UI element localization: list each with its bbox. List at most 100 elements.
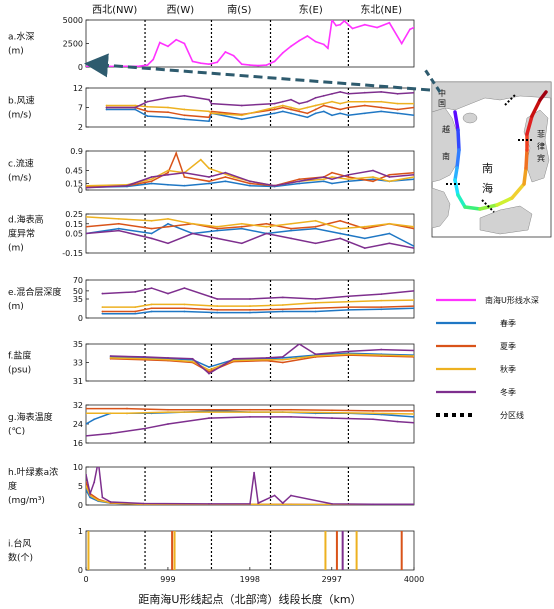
data-point bbox=[146, 115, 149, 117]
data-point bbox=[380, 91, 383, 93]
data-point bbox=[331, 171, 333, 174]
typhoon-bar bbox=[173, 531, 176, 570]
data-point bbox=[388, 232, 391, 235]
legend-label: 夏季 bbox=[500, 341, 516, 351]
data-point bbox=[314, 307, 317, 310]
typhoon-bar bbox=[355, 531, 358, 570]
data-point bbox=[335, 24, 337, 27]
data-point bbox=[339, 227, 342, 230]
series-line bbox=[86, 222, 414, 247]
data-point bbox=[347, 100, 350, 103]
panel-label: (℃) bbox=[8, 427, 25, 437]
series-line bbox=[110, 354, 414, 373]
panel-c: 00.15 0.45 0.9 c.流速 (m/s) bbox=[8, 147, 415, 195]
data-point bbox=[372, 410, 374, 412]
map-land-borneo bbox=[479, 205, 533, 235]
data-point bbox=[265, 64, 268, 67]
data-point bbox=[86, 232, 87, 235]
series-line bbox=[102, 287, 414, 300]
data-point bbox=[150, 237, 153, 240]
data-point bbox=[347, 300, 350, 303]
data-point bbox=[86, 485, 87, 487]
u-shaped-line-segment bbox=[453, 166, 459, 182]
series-line bbox=[86, 178, 414, 189]
data-point bbox=[216, 229, 219, 232]
y-tick-label: 50 bbox=[73, 287, 83, 296]
data-point bbox=[183, 114, 186, 117]
data-point bbox=[306, 116, 309, 119]
series-group bbox=[86, 407, 414, 437]
data-point bbox=[150, 182, 153, 185]
panel-f: 31 33 35 f.盐度 (psu) bbox=[8, 340, 415, 386]
map-land-peninsula bbox=[431, 187, 451, 229]
data-point bbox=[388, 242, 391, 245]
y-tick-label: 2500 bbox=[63, 40, 83, 49]
data-point bbox=[314, 40, 317, 43]
y-tick-label: 5000 bbox=[63, 16, 83, 25]
data-point bbox=[224, 51, 227, 53]
data-point bbox=[109, 356, 112, 359]
series-group bbox=[101, 287, 414, 315]
data-point bbox=[93, 418, 96, 421]
data-point bbox=[339, 108, 342, 111]
data-point bbox=[167, 96, 169, 99]
data-point bbox=[372, 178, 374, 181]
data-point bbox=[150, 303, 153, 306]
data-point bbox=[331, 411, 333, 414]
data-point bbox=[167, 45, 169, 48]
panel-i: 0 1 i.台风数(个) bbox=[8, 527, 415, 575]
data-point bbox=[298, 182, 301, 185]
data-point bbox=[413, 245, 414, 248]
data-point bbox=[146, 100, 149, 103]
data-point bbox=[167, 356, 169, 359]
data-point bbox=[265, 358, 268, 361]
data-point bbox=[208, 417, 210, 419]
data-point bbox=[249, 502, 251, 505]
data-point bbox=[167, 292, 169, 295]
data-point bbox=[142, 356, 145, 358]
data-point bbox=[208, 120, 210, 123]
data-point bbox=[290, 415, 292, 418]
data-point bbox=[331, 106, 333, 109]
data-point bbox=[343, 20, 346, 22]
data-point bbox=[396, 102, 399, 105]
y-tick-label: 0.25 bbox=[65, 210, 83, 219]
data-point bbox=[101, 306, 104, 309]
data-point bbox=[134, 291, 137, 293]
u-shaped-line-segment bbox=[495, 196, 514, 207]
data-point bbox=[126, 184, 128, 187]
data-point bbox=[290, 229, 292, 232]
data-point bbox=[413, 171, 414, 174]
data-point bbox=[249, 64, 251, 67]
data-point bbox=[240, 104, 243, 107]
data-point bbox=[306, 106, 309, 109]
data-point bbox=[265, 225, 268, 228]
data-point bbox=[413, 178, 414, 181]
data-point bbox=[224, 171, 227, 174]
panel-label: g.海表温度 bbox=[8, 411, 53, 423]
data-point bbox=[413, 307, 414, 310]
data-point bbox=[101, 312, 104, 315]
y-tick-label: 0.9 bbox=[70, 147, 83, 156]
data-point bbox=[413, 106, 414, 109]
data-point bbox=[265, 222, 268, 225]
data-point bbox=[86, 473, 87, 476]
typhoon-bar bbox=[341, 531, 344, 570]
data-point bbox=[86, 481, 87, 484]
panel-label: (m) bbox=[8, 47, 24, 57]
data-point bbox=[339, 23, 342, 26]
y-tick-label: 5 bbox=[78, 482, 83, 491]
data-point bbox=[134, 310, 137, 313]
data-point bbox=[339, 102, 342, 105]
region-header: 东北(NE) bbox=[360, 3, 402, 16]
panel-label: (m/s) bbox=[8, 111, 32, 121]
data-point bbox=[347, 306, 350, 309]
data-point bbox=[183, 118, 186, 121]
data-point bbox=[314, 227, 317, 230]
data-point bbox=[413, 227, 414, 230]
data-point bbox=[240, 227, 243, 230]
data-point bbox=[281, 356, 284, 358]
data-point bbox=[314, 219, 317, 222]
data-point bbox=[167, 423, 169, 425]
data-point bbox=[347, 106, 350, 109]
